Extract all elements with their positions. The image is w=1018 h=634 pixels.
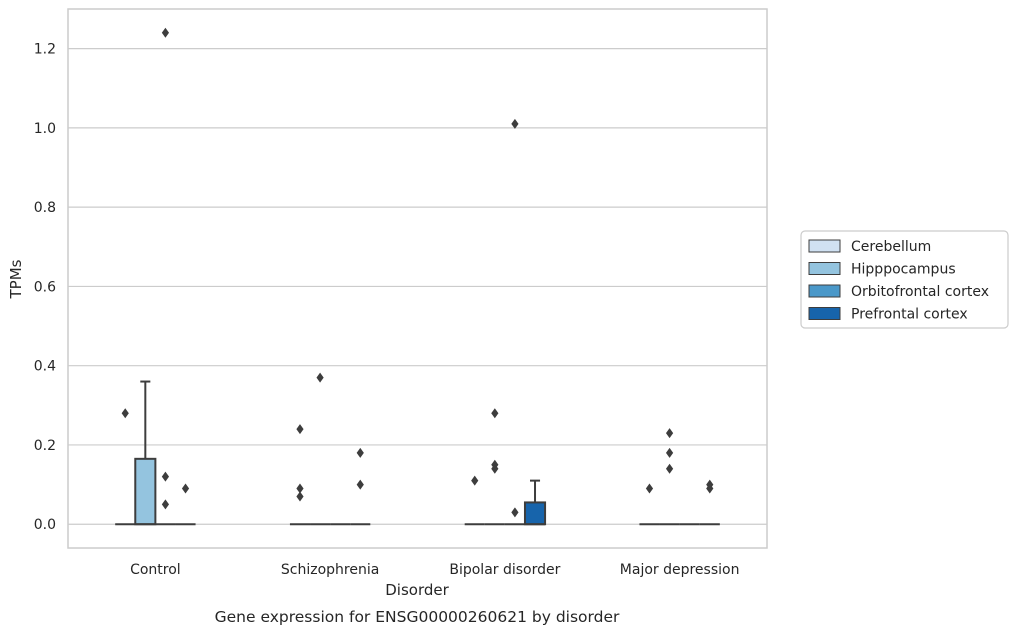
legend-label: Orbitofrontal cortex [851,284,989,300]
legend-label: Prefrontal cortex [851,307,968,323]
outlier-point [645,483,654,494]
outlier-point [665,463,674,474]
x-tick-label: Schizophrenia [281,562,379,578]
outlier-point [296,483,304,494]
y-tick-label: 0.8 [34,200,56,216]
box-orbitofrontal-cortex [504,118,525,526]
y-tick-label: 0.2 [34,438,56,454]
legend-swatch [808,262,841,275]
legend-frame [800,230,1009,329]
box-prefrontal-cortex [175,483,196,526]
outlier-point [491,463,499,474]
chart-caption: Gene expression for ENSG00000260621 by d… [215,608,620,626]
legend-swatch [808,284,841,298]
outlier-point [181,483,190,494]
box-cerebellum [289,424,311,526]
legend-label: Cerebellum [851,239,931,255]
boxes [115,27,720,526]
legend-label: Hipppocampus [851,262,956,278]
outlier-point [356,479,364,490]
box-hipppocampus [659,428,680,526]
outlier-point [296,491,304,502]
outlier-point [161,471,170,482]
legend-swatch [808,239,841,253]
outlier-point [471,475,479,486]
x-axis-label: Disorder [385,581,449,599]
x-tick-label: Control [130,562,181,578]
outlier-point [665,428,674,439]
outlier-point [296,424,304,435]
x-tick-label: Bipolar disorder [449,562,560,578]
y-tick-label: 1.2 [34,42,56,58]
box-prefrontal-cortex [699,479,720,526]
box-body [134,457,157,526]
outlier-point [491,408,499,419]
legend-swatch [808,307,841,320]
outlier-point [511,507,519,518]
plot-frame [67,8,768,549]
y-tick-label: 1.0 [34,121,56,137]
box-body [523,501,547,526]
axes: 0.0 0.2 0.4 0.6 0.8 1.0 1.2 Control Schizophreni… [34,8,768,578]
box-prefrontal-cortex [350,447,371,526]
box-prefrontal-cortex [523,479,547,526]
outlier-point [356,447,364,458]
outlier-point [161,27,170,38]
x-tick-label: Major depression [620,562,740,578]
outlier-point [706,483,714,494]
box-orbitofrontal-cortex [155,27,176,526]
outlier-point [665,447,674,458]
outlier-point [316,372,324,383]
y-tick-label: 0.0 [34,517,56,533]
outlier-point [511,118,519,129]
box-cerebellum [639,483,660,526]
outlier-point [121,408,129,419]
y-tick-label: 0.4 [34,359,56,375]
box-cerebellum [464,475,485,526]
box-hipppocampus [310,372,331,526]
box-hipppocampus [484,408,505,526]
legend: Cerebellum Hipppocampus Orbitofrontal cort… [800,230,1009,329]
gridlines [68,48,767,525]
outlier-point [161,499,170,510]
y-axis-label: TPMs [7,259,25,299]
box-cerebellum [115,408,136,526]
box-hipppocampus [134,380,157,526]
y-tick-label: 0.6 [34,279,56,295]
